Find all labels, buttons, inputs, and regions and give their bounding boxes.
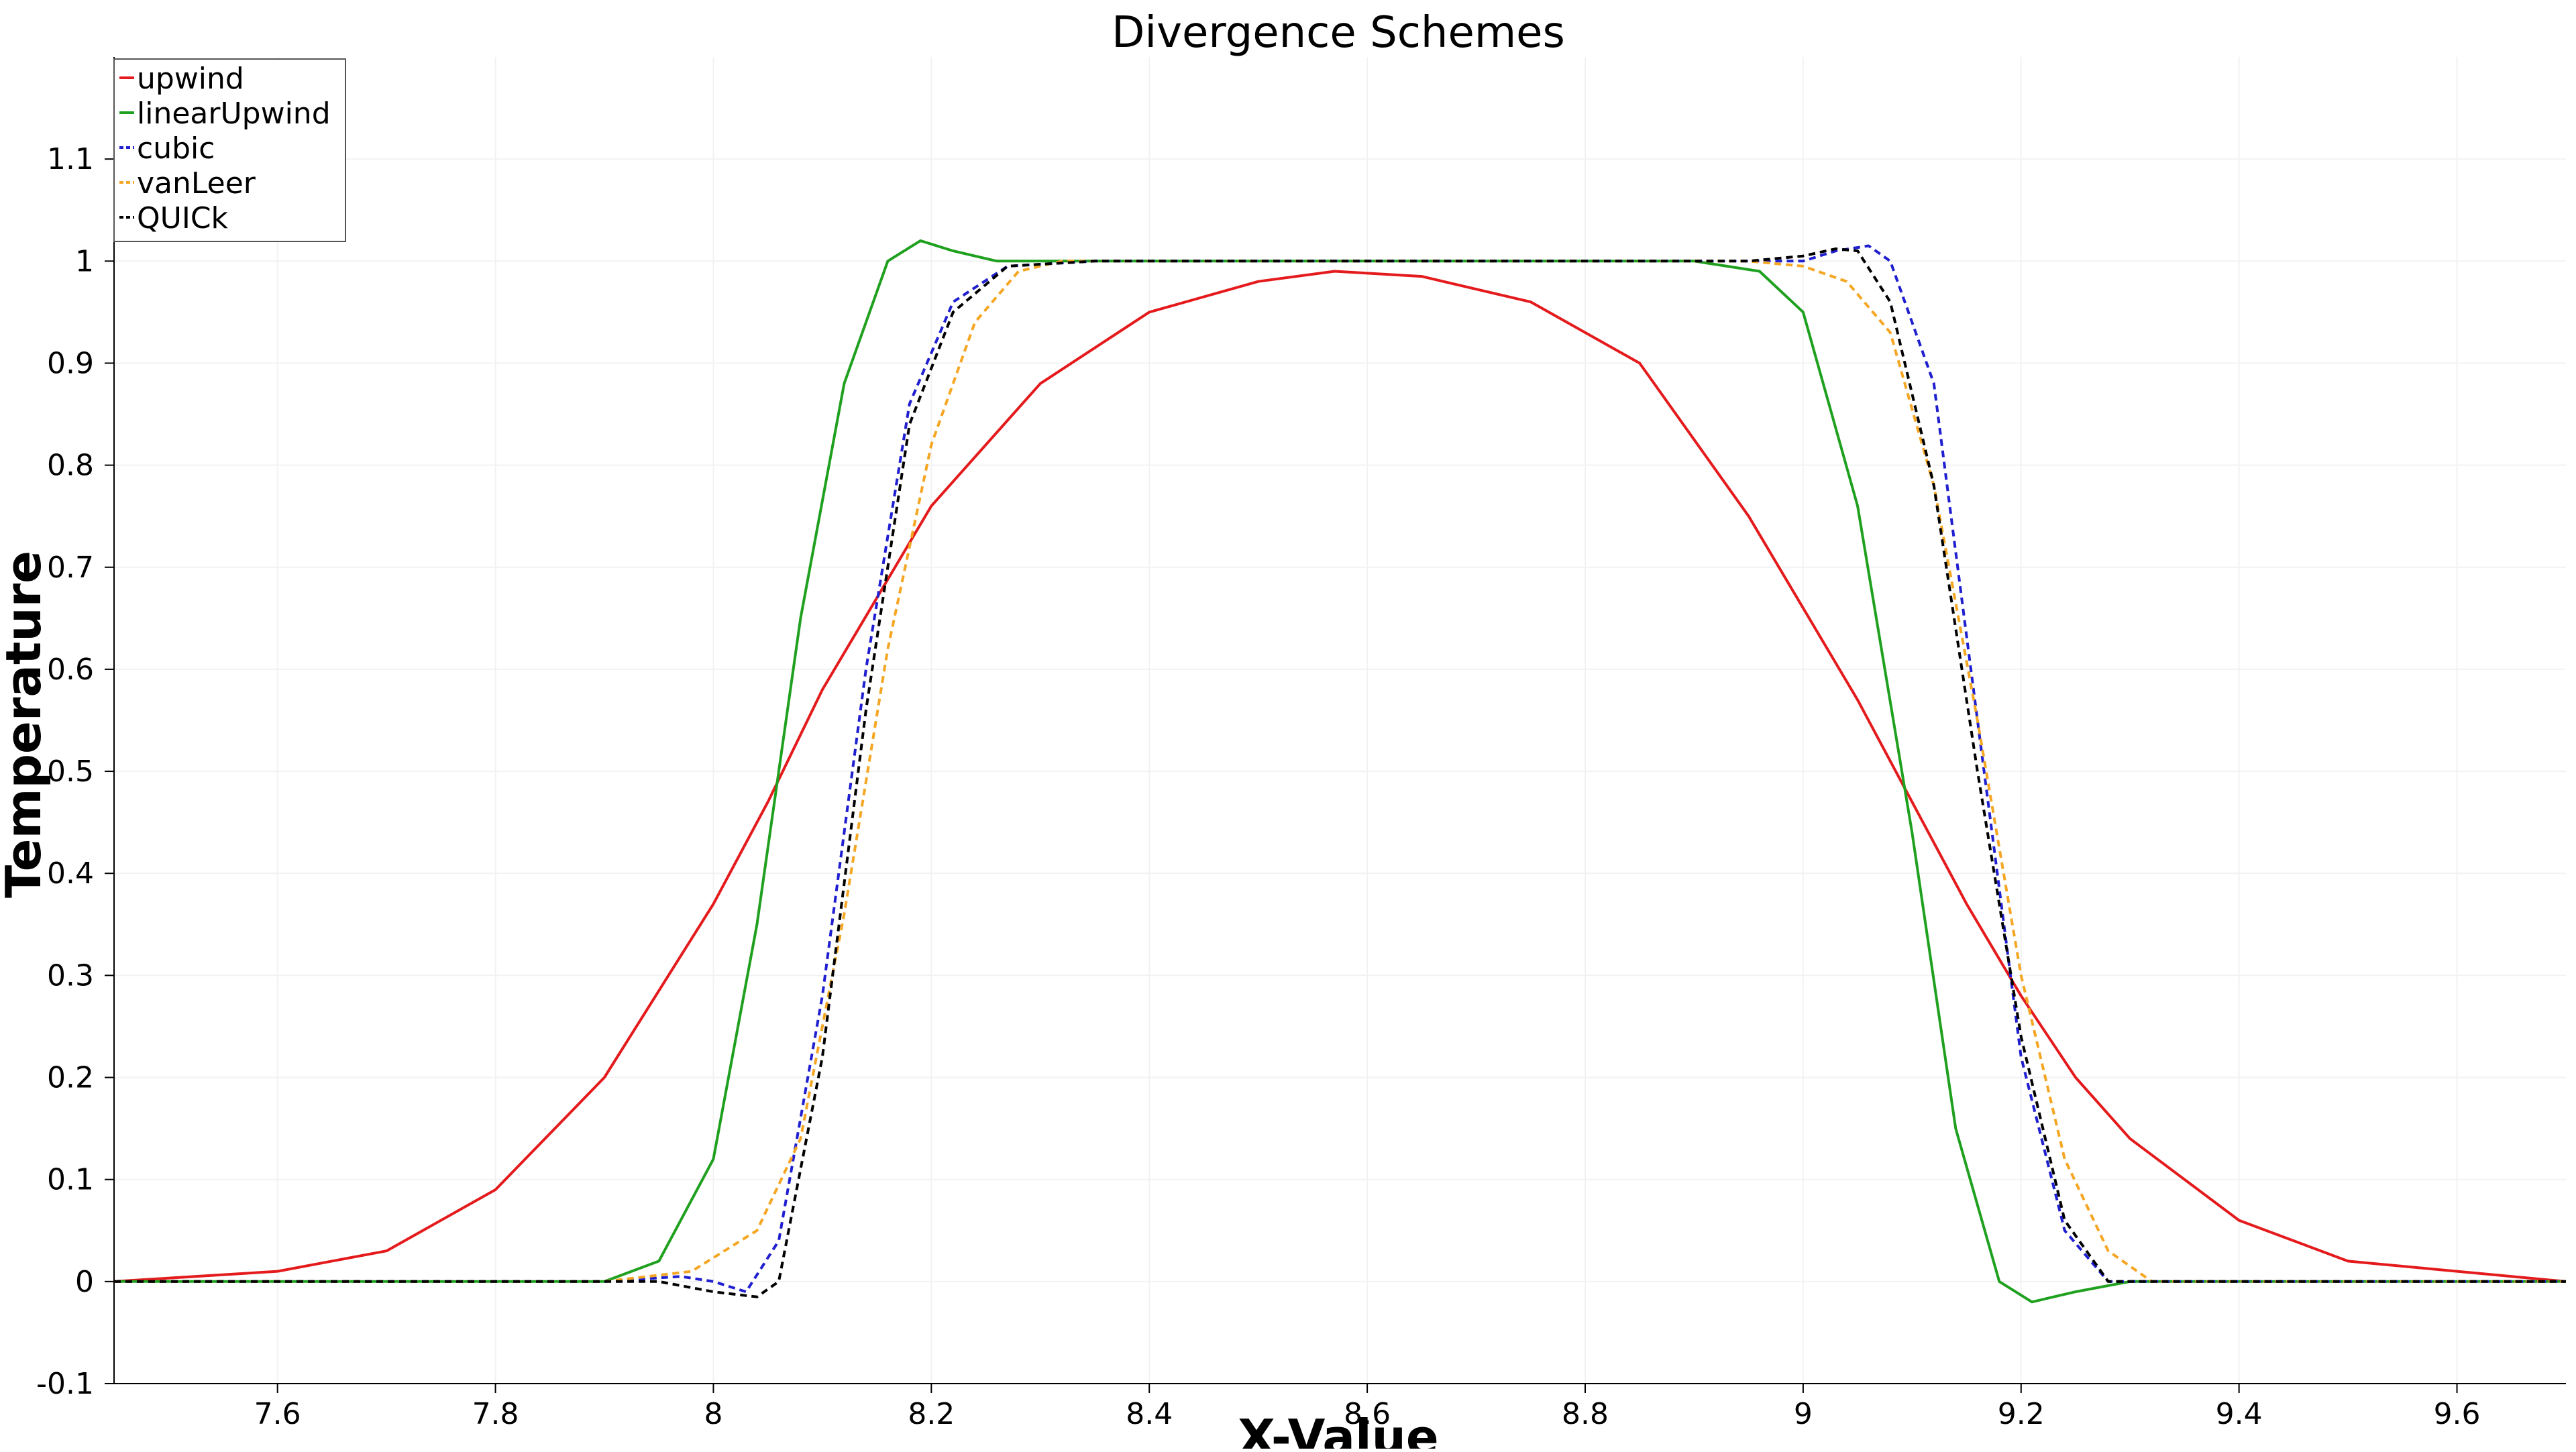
x-tick-label: 8.8	[1562, 1397, 1609, 1431]
x-axis-label: X-Value	[1238, 1409, 1438, 1449]
y-tick-label: 0.1	[47, 1163, 94, 1197]
y-tick-label: 0.2	[47, 1061, 94, 1095]
y-tick-label: -0.1	[36, 1367, 94, 1401]
y-tick-label: 0.8	[47, 449, 94, 483]
y-tick-label: 0.3	[47, 958, 94, 993]
grid-lines	[114, 57, 2566, 1384]
x-tick-label: 9.4	[2216, 1397, 2263, 1431]
tick-labels: 7.6 7.8 8 8.2 8.4 8.6 8.8 9 9.2 9.4 9.6 -0.1 0 0.1 0.2…	[36, 142, 2480, 1431]
y-tick-label: 0.7	[47, 551, 94, 585]
legend-label: QUICk	[137, 201, 229, 235]
legend-label: cubic	[137, 131, 215, 166]
x-tick-label: 9.6	[2434, 1397, 2481, 1431]
x-tick-label: 8	[704, 1397, 722, 1431]
x-tick-label: 8.2	[908, 1397, 955, 1431]
legend-box	[113, 58, 346, 242]
series-line-quick	[114, 247, 2566, 1298]
x-tick-label: 9.2	[1998, 1397, 2045, 1431]
series-line-cubic	[114, 244, 2566, 1294]
x-tick-label: 9	[1794, 1397, 1813, 1431]
y-tick-label: 1	[75, 244, 94, 278]
series-lines	[113, 239, 2567, 1304]
x-tick-label: 7.8	[472, 1397, 519, 1431]
y-tick-label: 0.5	[47, 755, 94, 789]
y-tick-label: 1.1	[47, 142, 94, 176]
legend-label: linearUpwind	[137, 97, 331, 131]
legend-label: upwind	[137, 62, 244, 96]
y-tick-label: 0.6	[47, 653, 94, 687]
series-line-upwind	[113, 270, 2567, 1283]
x-tick-label: 7.6	[254, 1397, 301, 1431]
y-tick-label: 0.9	[47, 346, 94, 380]
series-line-vanleer	[114, 260, 2566, 1283]
axes	[105, 57, 2566, 1393]
y-axis-label: Temperature	[0, 551, 52, 898]
x-tick-label: 8.4	[1126, 1397, 1173, 1431]
x-tick-label: 8.6	[1344, 1397, 1391, 1431]
y-tick-label: 0.4	[47, 856, 94, 891]
y-tick-label: 0	[75, 1265, 94, 1299]
chart-title: Divergence Schemes	[1112, 8, 1565, 58]
legend-label: vanLeer	[137, 166, 256, 201]
